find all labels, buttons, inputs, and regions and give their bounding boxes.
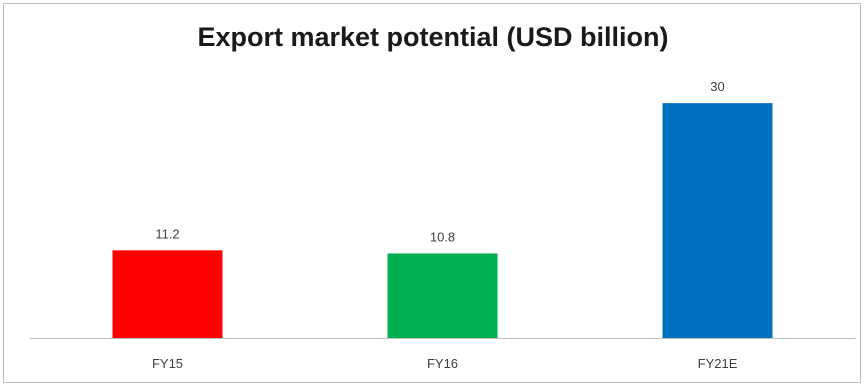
labels-group: 11.2 FY15 10.8 FY16 30 FY21E — [152, 79, 738, 371]
bar-fy15 — [112, 250, 223, 338]
bar-fy16 — [387, 253, 498, 338]
x-tick-label-fy21e: FY21E — [698, 356, 738, 371]
bar-fy21e — [662, 103, 773, 339]
bars-group — [112, 103, 773, 339]
data-label-fy21e: 30 — [710, 79, 724, 94]
data-label-fy16: 10.8 — [430, 229, 455, 244]
chart-title: Export market potential (USD billion) — [197, 22, 669, 52]
data-label-fy15: 11.2 — [155, 226, 179, 241]
x-tick-label-fy15: FY15 — [152, 356, 183, 371]
x-tick-label-fy16: FY16 — [427, 356, 458, 371]
